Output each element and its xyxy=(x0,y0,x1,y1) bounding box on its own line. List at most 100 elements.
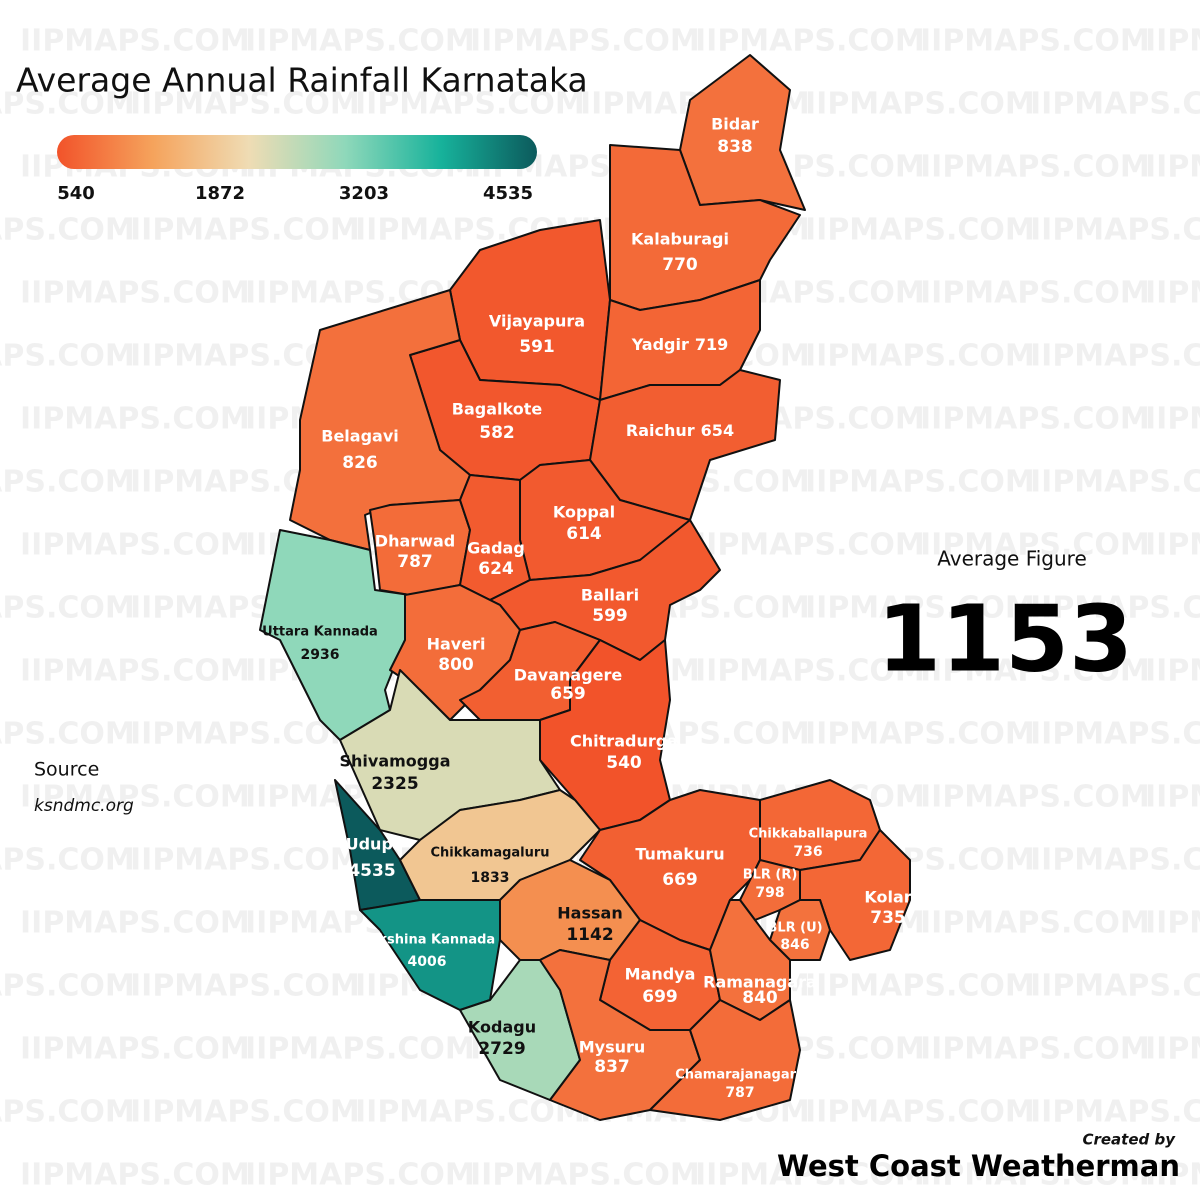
watermark: IIPMAPS.COM xyxy=(0,339,135,374)
district-label: Yadgir 719 xyxy=(631,335,729,354)
district-value: 659 xyxy=(550,684,586,704)
district-value: 846 xyxy=(780,937,809,953)
watermark: IIPMAPS.COM xyxy=(130,213,360,248)
credit-text: West Coast Weatherman xyxy=(777,1149,1180,1183)
watermark: IIPMAPS.COM xyxy=(805,87,1035,122)
district-value: 837 xyxy=(594,1057,630,1077)
district-name: BLR (R) xyxy=(743,868,798,883)
watermark: IIPMAPS.COM xyxy=(1145,1158,1200,1193)
district-value: 1833 xyxy=(471,870,510,886)
watermark: IIPMAPS.COM xyxy=(805,1095,1035,1130)
district-value: 736 xyxy=(793,844,822,860)
district-name: Gadag xyxy=(467,539,525,558)
district-name: Mysuru xyxy=(579,1038,646,1057)
district-value: 614 xyxy=(566,524,602,544)
district-value: 826 xyxy=(342,453,378,473)
watermark: IIPMAPS.COM xyxy=(920,150,1150,185)
district-name: Hassan xyxy=(557,904,622,923)
district-name: Mandya xyxy=(625,965,696,984)
watermark: IIPMAPS.COM xyxy=(695,528,925,563)
district-value: 1142 xyxy=(566,925,613,945)
legend-tick-label: 540 xyxy=(57,183,95,204)
watermark: IIPMAPS.COM xyxy=(920,402,1150,437)
district xyxy=(359,899,501,1011)
district xyxy=(649,999,801,1121)
district-value: 838 xyxy=(717,137,753,157)
district-name: Uttara Kannada xyxy=(262,625,378,640)
district-value: 2936 xyxy=(301,647,340,663)
watermark: IIPMAPS.COM xyxy=(695,24,925,59)
district-value: 624 xyxy=(478,559,514,579)
district xyxy=(259,529,411,741)
district-value: 787 xyxy=(725,1085,754,1101)
district-value: 4535 xyxy=(348,861,395,881)
watermark: IIPMAPS.COM xyxy=(0,969,135,1004)
watermark: IIPMAPS.COM xyxy=(20,906,250,941)
district-value: 540 xyxy=(606,753,642,773)
watermark: IIPMAPS.COM xyxy=(1145,150,1200,185)
watermark: IIPMAPS.COM xyxy=(130,87,360,122)
watermark: IIPMAPS.COM xyxy=(1030,717,1200,752)
watermark: IIPMAPS.COM xyxy=(1030,87,1200,122)
district-value: 800 xyxy=(438,655,474,675)
district-name: Shivamogga xyxy=(340,752,451,771)
district-name: Chikkaballapura xyxy=(749,827,868,842)
district-value: 2729 xyxy=(478,1039,525,1059)
watermark: IIPMAPS.COM xyxy=(805,339,1035,374)
watermark: IIPMAPS.COM xyxy=(1145,654,1200,689)
watermark: IIPMAPS.COM xyxy=(0,1095,135,1130)
watermark: IIPMAPS.COM xyxy=(1145,780,1200,815)
district-name: Ramanagara xyxy=(703,973,817,992)
district-name: Chitradurga xyxy=(570,732,678,751)
district-name: Kalaburagi xyxy=(631,230,729,249)
watermark: IIPMAPS.COM xyxy=(1145,276,1200,311)
watermark: IIPMAPS.COM xyxy=(805,465,1035,500)
watermark: IIPMAPS.COM xyxy=(920,24,1150,59)
watermark: IIPMAPS.COM xyxy=(245,1158,475,1193)
district-value: 591 xyxy=(519,337,555,357)
watermark: IIPMAPS.COM xyxy=(1145,906,1200,941)
watermark: IIPMAPS.COM xyxy=(920,528,1150,563)
watermark: IIPMAPS.COM xyxy=(920,276,1150,311)
watermark: IIPMAPS.COM xyxy=(920,1158,1150,1193)
watermark: IIPMAPS.COM xyxy=(920,906,1150,941)
district-name: Vijayapura xyxy=(489,312,585,331)
district-value: 787 xyxy=(397,552,433,572)
watermark: IIPMAPS.COM xyxy=(1145,402,1200,437)
district-name: Raichur xyxy=(626,421,695,440)
watermark: IIPMAPS.COM xyxy=(1145,1032,1200,1067)
watermark: IIPMAPS.COM xyxy=(920,780,1150,815)
districts xyxy=(259,54,911,1121)
district-value: 599 xyxy=(592,606,628,626)
district-name: Ballari xyxy=(581,586,639,605)
watermark: IIPMAPS.COM xyxy=(805,969,1035,1004)
watermark: IIPMAPS.COM xyxy=(0,843,135,878)
district-name: Yadgir xyxy=(631,335,689,354)
district-value: 735 xyxy=(870,908,906,928)
watermark: IIPMAPS.COM xyxy=(355,1095,585,1130)
district-name: Bagalkote xyxy=(452,400,543,419)
watermark: IIPMAPS.COM xyxy=(470,24,700,59)
district-value: 654 xyxy=(701,421,734,440)
watermark: IIPMAPS.COM xyxy=(0,591,135,626)
watermark: IIPMAPS.COM xyxy=(1030,465,1200,500)
district-value: 770 xyxy=(662,255,698,275)
district-name: Chikkamagaluru xyxy=(430,846,549,861)
legend-tick-label: 4535 xyxy=(483,183,533,204)
credit-label: Created by xyxy=(1082,1131,1176,1149)
district xyxy=(589,369,781,521)
watermark: IIPMAPS.COM xyxy=(0,213,135,248)
district-name: Kolar xyxy=(864,888,911,907)
district-name: Koppal xyxy=(553,503,615,522)
watermark: IIPMAPS.COM xyxy=(1030,213,1200,248)
watermark: IIPMAPS.COM xyxy=(20,1032,250,1067)
district-labels: Bidar 838 Kalaburagi 770 Vijayapura 591 Yadgir… xyxy=(262,115,912,1102)
district-name: Dakshina Kannada xyxy=(359,933,495,948)
watermark: IIPMAPS.COM xyxy=(1145,24,1200,59)
district-name: Haveri xyxy=(427,635,486,654)
watermark: IIPMAPS.COM xyxy=(1030,1095,1200,1130)
district-value: 582 xyxy=(479,423,515,443)
district-value: 719 xyxy=(695,335,728,354)
watermark: IIPMAPS.COM xyxy=(1030,339,1200,374)
